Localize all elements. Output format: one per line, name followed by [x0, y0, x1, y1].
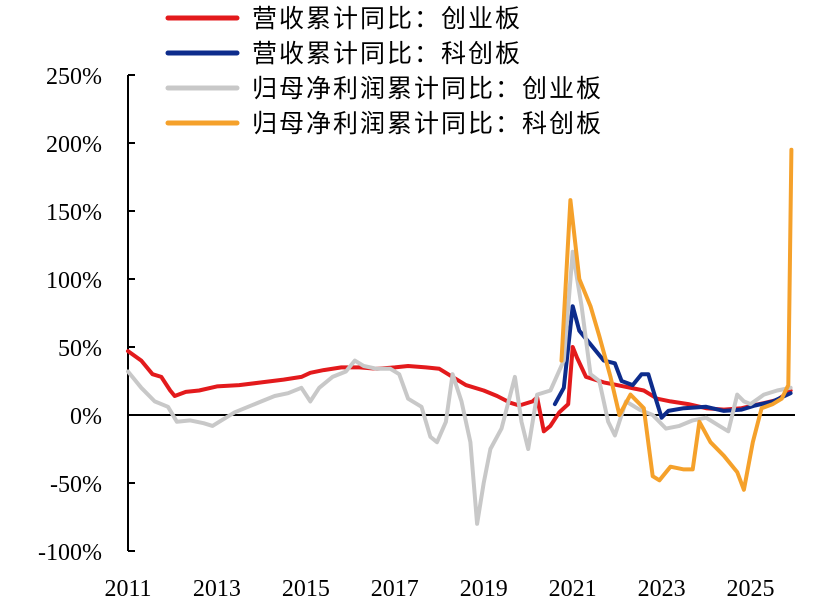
- y-tick-label: 150%: [46, 200, 102, 226]
- y-tick-label: -50%: [50, 472, 102, 498]
- x-tick-label: 2017: [371, 576, 419, 602]
- y-axis: 250% 200% 150% 100% 50% 0% -50% -100%: [38, 64, 135, 566]
- legend: 营收累计同比：创业板营收累计同比：科创板归母净利润累计同比：创业板归母净利润累计…: [165, 4, 603, 138]
- x-tick-label: 2023: [638, 576, 686, 602]
- x-tick-label: 2011: [104, 576, 151, 602]
- legend-label-4: 归母净利润累计同比：科创板: [252, 109, 603, 138]
- x-axis: 2011 2013 2015 2017 2019 2021 2023 2025: [104, 414, 795, 602]
- y-tick-label: -100%: [38, 540, 102, 566]
- legend-label-1: 营收累计同比：创业板: [252, 4, 522, 33]
- legend-label-3: 归母净利润累计同比：创业板: [252, 74, 603, 103]
- legend-label-2: 营收累计同比：科创板: [252, 39, 522, 68]
- x-tick-label: 2013: [193, 576, 241, 602]
- x-tick-label: 2021: [549, 576, 597, 602]
- series-line-3: [126, 249, 793, 526]
- y-tick-label: 100%: [46, 268, 102, 294]
- series-line-4: [559, 147, 794, 492]
- y-tick-label: 50%: [58, 336, 102, 362]
- y-tick-label: 250%: [46, 64, 102, 90]
- y-tick-label: 0%: [70, 404, 102, 430]
- series-lines: [126, 147, 794, 526]
- x-tick-label: 2019: [460, 576, 508, 602]
- y-tick-label: 200%: [46, 132, 102, 158]
- x-tick-label: 2015: [282, 576, 330, 602]
- series-line-2: [552, 304, 793, 420]
- x-tick-label: 2025: [727, 576, 775, 602]
